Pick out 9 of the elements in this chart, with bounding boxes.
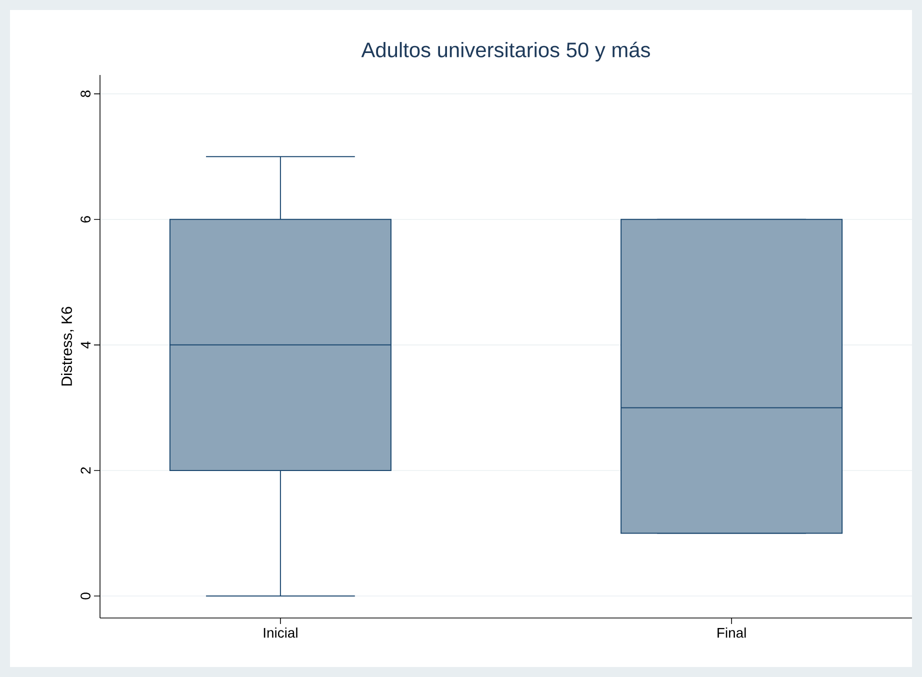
y-tick-label: 2 xyxy=(80,467,90,474)
y-axis-title: Distress, K6 xyxy=(61,306,74,386)
y-tick-label: 0 xyxy=(80,592,90,600)
x-tick-label: Final xyxy=(718,628,746,638)
y-tick-label: 8 xyxy=(80,90,90,98)
x-tick-label: Inicial xyxy=(264,628,298,638)
y-tick-label: 4 xyxy=(80,341,90,348)
y-tick-label: 6 xyxy=(80,216,90,223)
chart-title: Adultos universitarios 50 y más xyxy=(361,42,650,62)
